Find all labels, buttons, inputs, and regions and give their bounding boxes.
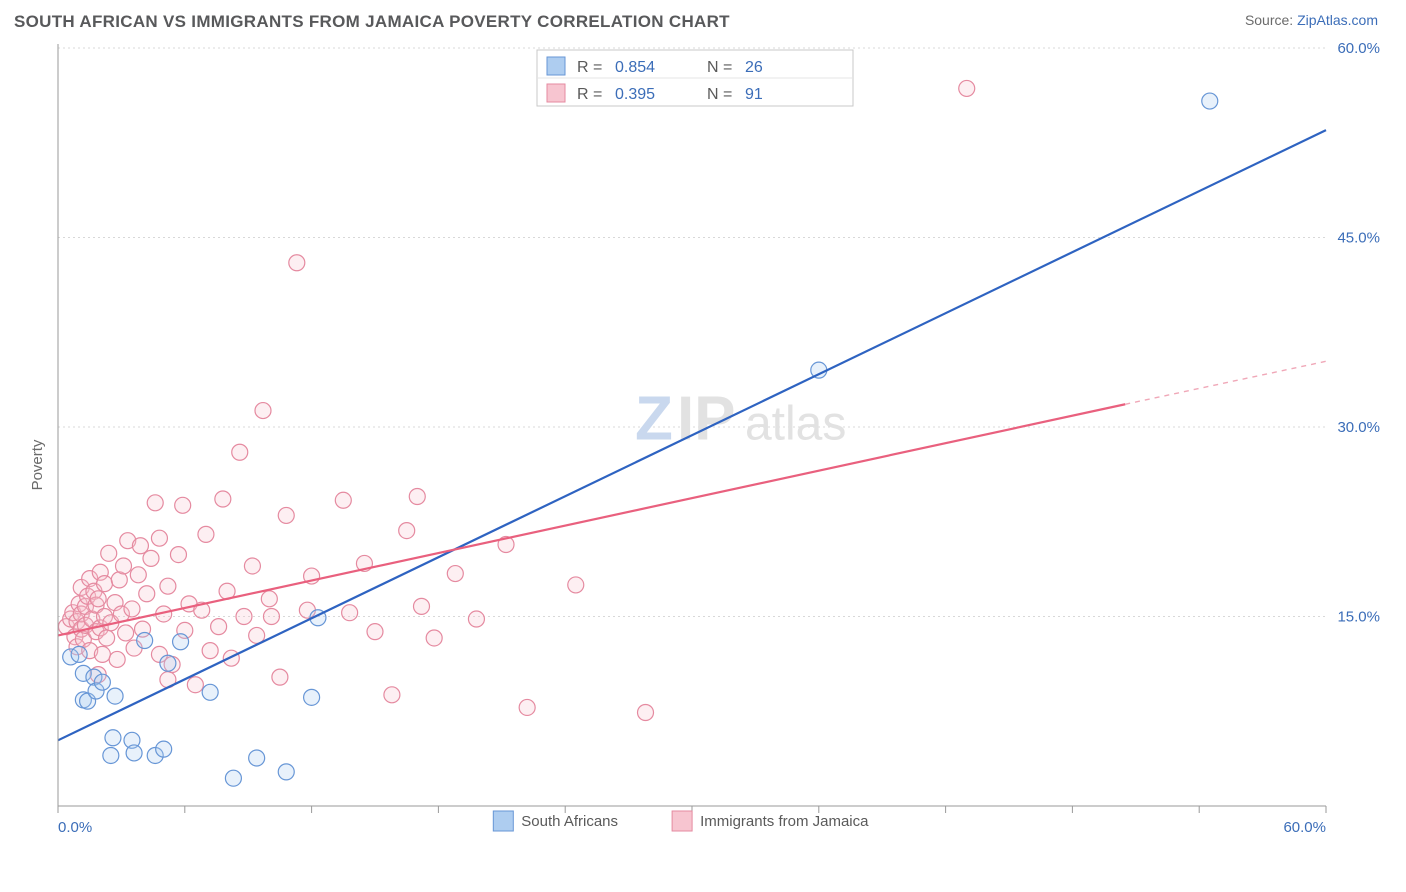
scatter-point: [426, 630, 442, 646]
scatter-point: [249, 750, 265, 766]
scatter-point: [468, 611, 484, 627]
legend-swatch: [547, 57, 565, 75]
chart-title: SOUTH AFRICAN VS IMMIGRANTS FROM JAMAICA…: [14, 12, 730, 32]
scatter-point: [139, 586, 155, 602]
legend-r-label: R =: [577, 86, 602, 103]
chart-header: SOUTH AFRICAN VS IMMIGRANTS FROM JAMAICA…: [0, 0, 1406, 36]
legend-r-value: 0.854: [615, 59, 655, 76]
scatter-point: [232, 444, 248, 460]
scatter-point: [156, 741, 172, 757]
scatter-point: [304, 689, 320, 705]
scatter-point: [96, 576, 112, 592]
scatter-point: [90, 591, 106, 607]
chart-source: Source: ZipAtlas.com: [1245, 12, 1378, 28]
scatter-point: [211, 619, 227, 635]
scatter-point: [568, 577, 584, 593]
scatter-point: [367, 624, 383, 640]
scatter-point: [413, 598, 429, 614]
legend-series-label: South Africans: [521, 813, 618, 830]
scatter-point: [124, 601, 140, 617]
watermark: Z: [635, 385, 673, 454]
legend-swatch: [493, 811, 513, 831]
y-tick-label: 15.0%: [1337, 609, 1380, 626]
scatter-point: [409, 488, 425, 504]
scatter-point: [278, 764, 294, 780]
scatter-point: [143, 550, 159, 566]
scatter-point: [384, 687, 400, 703]
scatter-point: [109, 651, 125, 667]
scatter-point: [263, 609, 279, 625]
scatter-chart: ZIPatlas0.0%60.0%15.0%30.0%45.0%60.0%R =…: [50, 40, 1386, 890]
trend-line: [58, 404, 1125, 635]
scatter-point: [71, 646, 87, 662]
trend-line-extrapolated: [1125, 361, 1326, 404]
scatter-point: [101, 545, 117, 561]
scatter-point: [118, 625, 134, 641]
legend-r-value: 0.395: [615, 86, 655, 103]
scatter-point: [147, 495, 163, 511]
legend-n-label: N =: [707, 86, 732, 103]
y-tick-label: 45.0%: [1337, 230, 1380, 247]
scatter-point: [160, 655, 176, 671]
legend-n-value: 26: [745, 59, 763, 76]
scatter-point: [225, 770, 241, 786]
x-tick-label: 60.0%: [1283, 819, 1326, 836]
scatter-point: [1202, 93, 1218, 109]
scatter-point: [116, 558, 132, 574]
scatter-point: [130, 567, 146, 583]
scatter-point: [244, 558, 260, 574]
scatter-point: [202, 643, 218, 659]
x-tick-label: 0.0%: [58, 819, 92, 836]
legend-swatch: [672, 811, 692, 831]
scatter-point: [160, 578, 176, 594]
scatter-point: [959, 80, 975, 96]
scatter-point: [105, 730, 121, 746]
scatter-point: [335, 492, 351, 508]
scatter-point: [215, 491, 231, 507]
scatter-point: [173, 634, 189, 650]
scatter-point: [278, 507, 294, 523]
legend-r-label: R =: [577, 59, 602, 76]
scatter-point: [107, 688, 123, 704]
scatter-point: [236, 609, 252, 625]
legend-n-label: N =: [707, 59, 732, 76]
legend-swatch: [547, 84, 565, 102]
scatter-point: [151, 530, 167, 546]
scatter-point: [272, 669, 288, 685]
scatter-point: [399, 523, 415, 539]
scatter-point: [94, 674, 110, 690]
legend-series-label: Immigrants from Jamaica: [700, 813, 869, 830]
scatter-point: [519, 699, 535, 715]
legend-n-value: 91: [745, 86, 763, 103]
scatter-point: [289, 255, 305, 271]
scatter-point: [638, 705, 654, 721]
scatter-point: [175, 497, 191, 513]
scatter-point: [261, 591, 277, 607]
scatter-point: [137, 633, 153, 649]
plot-wrap: ZIPatlas0.0%60.0%15.0%30.0%45.0%60.0%R =…: [50, 40, 1386, 890]
scatter-point: [447, 566, 463, 582]
scatter-point: [132, 538, 148, 554]
scatter-point: [223, 650, 239, 666]
scatter-point: [126, 745, 142, 761]
scatter-point: [170, 547, 186, 563]
scatter-point: [198, 526, 214, 542]
y-tick-label: 30.0%: [1337, 419, 1380, 436]
trend-line: [58, 130, 1326, 740]
scatter-point: [103, 747, 119, 763]
scatter-point: [255, 403, 271, 419]
scatter-point: [187, 677, 203, 693]
source-link[interactable]: ZipAtlas.com: [1297, 12, 1378, 28]
y-tick-label: 60.0%: [1337, 40, 1380, 57]
scatter-point: [94, 646, 110, 662]
y-axis-label: Poverty: [29, 440, 46, 491]
scatter-point: [202, 684, 218, 700]
watermark: atlas: [745, 398, 846, 451]
scatter-point: [99, 630, 115, 646]
chart-outer: Poverty ZIPatlas0.0%60.0%15.0%30.0%45.0%…: [14, 40, 1386, 890]
scatter-point: [342, 605, 358, 621]
source-label: Source:: [1245, 12, 1297, 28]
